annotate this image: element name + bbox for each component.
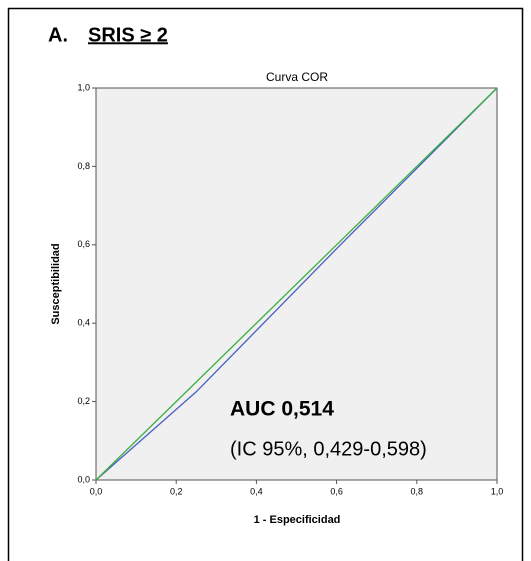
x-tick-label: 0,2: [170, 486, 183, 496]
y-tick-label: 0,4: [77, 318, 90, 328]
y-tick-label: 1,0: [77, 82, 90, 92]
x-tick-label: 1,0: [491, 486, 504, 496]
y-axis-label: Susceptibilidad: [50, 243, 62, 324]
roc-line: [95, 87, 498, 481]
panel-label: A.: [48, 24, 68, 46]
y-tick-label: 0,0: [77, 474, 90, 484]
annotation: (IC 95%, 0,429-0,598): [230, 438, 427, 460]
annotation: AUC 0,514: [230, 398, 334, 421]
x-axis-label: 1 - Especificidad: [254, 514, 341, 526]
x-tick-label: 0,0: [90, 486, 103, 496]
panel-title: SRIS ≥ 2: [88, 24, 168, 46]
roc-line: [95, 87, 498, 481]
y-tick-label: 0,6: [77, 239, 90, 249]
panel-border: [7, 7, 524, 561]
x-tick-label: 0,6: [330, 486, 343, 496]
chart-title: Curva COR: [266, 70, 328, 84]
y-tick-label: 0,2: [77, 396, 90, 406]
x-tick-label: 0,8: [411, 486, 424, 496]
x-tick-label: 0,4: [250, 486, 263, 496]
y-tick-label: 0,8: [77, 161, 90, 171]
